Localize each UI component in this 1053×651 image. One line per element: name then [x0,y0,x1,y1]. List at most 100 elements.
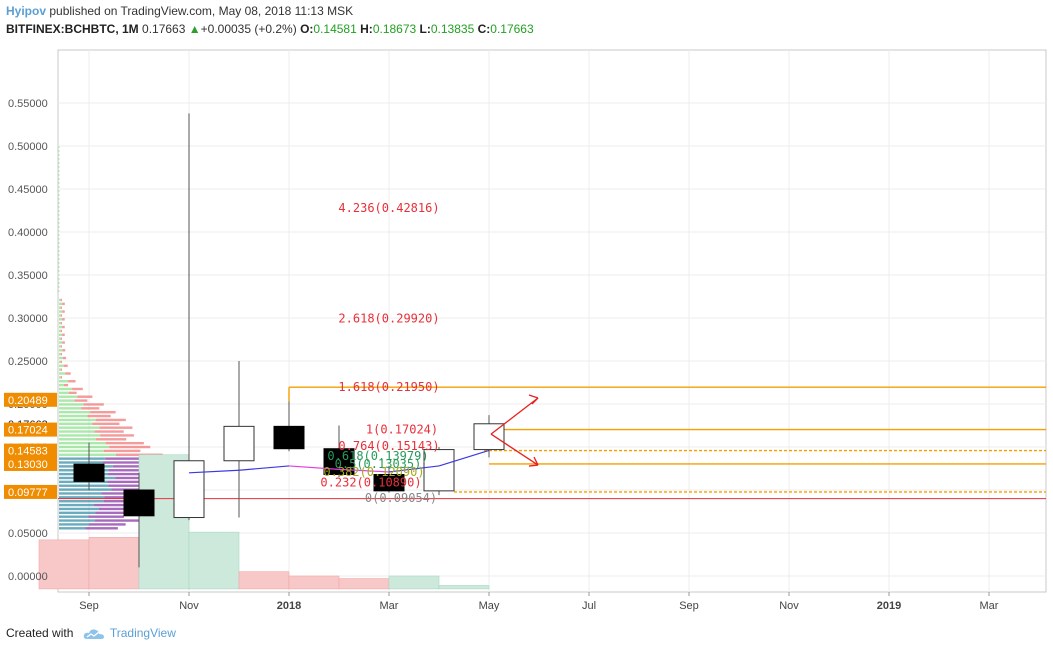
price-tag-orange [4,392,57,407]
profile-bar-up [59,403,84,406]
price-chart[interactable]: 4.236(0.42816) 2.618(0.29920) 1.618(0.2195… [0,42,1053,617]
profile-bar-up [59,387,73,391]
ma-segment [438,449,490,467]
fib-label: 0.5(0.13035) [335,457,422,471]
x-axis: Sep Nov 2018 Mar May Jul Sep Nov 2019 Mar [79,592,999,612]
high-label: H: [360,22,373,36]
profile-bar-down [109,445,151,449]
x-tick-label: Nov [179,600,199,612]
profile-bar-up [59,441,106,445]
profile-bar-up [59,484,109,487]
profile-bar-up [59,449,104,453]
fib-label: 0.382(0.12090) [323,465,424,479]
candle-down [323,448,355,476]
symbol-info: BITFINEX:BCHBTC, 1M 0.17663 ▲+0.00035 (+… [6,22,534,36]
x-tick-label: Sep [679,600,699,612]
close-value: 0.17663 [490,22,534,36]
profile-bar-down [92,422,120,426]
candle-up [423,449,455,492]
y-tick-label: 0.25000 [8,356,48,368]
y-tick-label: 0.40000 [8,227,48,239]
price-tag-label: 0.13030 [8,459,48,471]
profile-bar-up [59,430,95,433]
profile-bar-up [59,337,61,340]
profile-bar-up [59,329,61,333]
profile-bar-up [59,453,117,456]
author-name[interactable]: Hyipov [6,4,47,18]
profile-bar-down [96,438,127,441]
profile-bar-up [59,341,63,344]
profile-bar-down [94,519,139,522]
arrow-down-line [490,433,539,466]
price-tag-label: 0.09777 [8,487,48,499]
volume-histogram [38,454,490,590]
volume-bar [388,575,440,590]
profile-bar-up [59,411,91,414]
candle-down [123,489,155,517]
profile-bar-up [59,500,104,503]
x-tick-label: May [479,600,500,612]
profile-bar-down [105,457,162,460]
profile-bar-up [59,376,61,379]
profile-bar-up [59,445,110,449]
publish-info: Hyipov published on TradingView.com, May… [6,4,353,18]
moving-average [188,449,490,474]
profile-bar-up [59,383,64,387]
price-tag-label: 0.20489 [8,395,48,407]
x-tick-label: Mar [380,600,399,612]
profile-bar-up [59,414,88,418]
profile-bar-down [62,341,65,344]
open-value: 0.14581 [313,22,357,36]
volume-bar [438,585,490,590]
plot-frame [57,49,1047,593]
ma-segment [188,469,240,474]
arrow-up-line [490,397,539,435]
candles [73,113,505,568]
profile-bar-up [59,395,78,398]
profile-bar-down [60,376,62,379]
profile-bar-down [60,368,62,371]
tradingview-link[interactable]: TradingView [109,626,176,640]
profile-bar-down [72,387,83,391]
candle-down [373,474,405,492]
fib-label: 1.618(0.21950) [338,380,439,394]
fib-label: 2.618(0.29920) [338,312,439,326]
profile-bar-up [59,352,61,356]
y-tick-label: 0.35000 [8,270,48,282]
x-tick-label: Nov [779,600,799,612]
profile-bar-up [59,515,89,518]
profile-bar-down [62,333,65,336]
profile-bar-up [59,527,86,530]
fib-label: 0(0.09054) [365,491,437,505]
fib-label: 1(0.17024) [366,423,438,437]
profile-bar-up [59,434,101,437]
profile-bar-up [59,507,99,511]
price-tag-orange [4,422,57,437]
profile-bar-up [59,519,95,522]
profile-bar-up [59,321,61,325]
profile-bar-down [60,329,62,333]
volume-bar [238,571,290,590]
up-arrow-icon: ▲ [188,22,201,36]
profile-bar-up [59,407,82,410]
price-tag-label: 0.17024 [8,425,48,437]
profile-bar-down [60,345,62,348]
profile-bar-down [60,298,62,302]
price-tag-orange [4,443,57,458]
profile-bar-down [95,511,140,515]
profile-bar-down [60,337,62,340]
profile-bar-down [62,318,65,321]
ma-segment [238,465,290,471]
profile-bar-down [63,383,69,387]
candle-up [173,460,205,519]
profile-bar-down [94,430,124,433]
fib-label: 0.618(0.13979) [327,449,428,463]
price-tags: 0.204890.176630.170240.145830.130300.097… [4,392,57,499]
profile-bar-up [59,333,63,336]
profile-bar-up [59,422,93,426]
profile-bar-down [63,364,68,367]
profile-bar-up [59,314,61,317]
volume-bar [88,536,140,590]
profile-bar-down [100,434,134,437]
published-text: published on TradingView.com, May 08, 20… [49,4,354,18]
